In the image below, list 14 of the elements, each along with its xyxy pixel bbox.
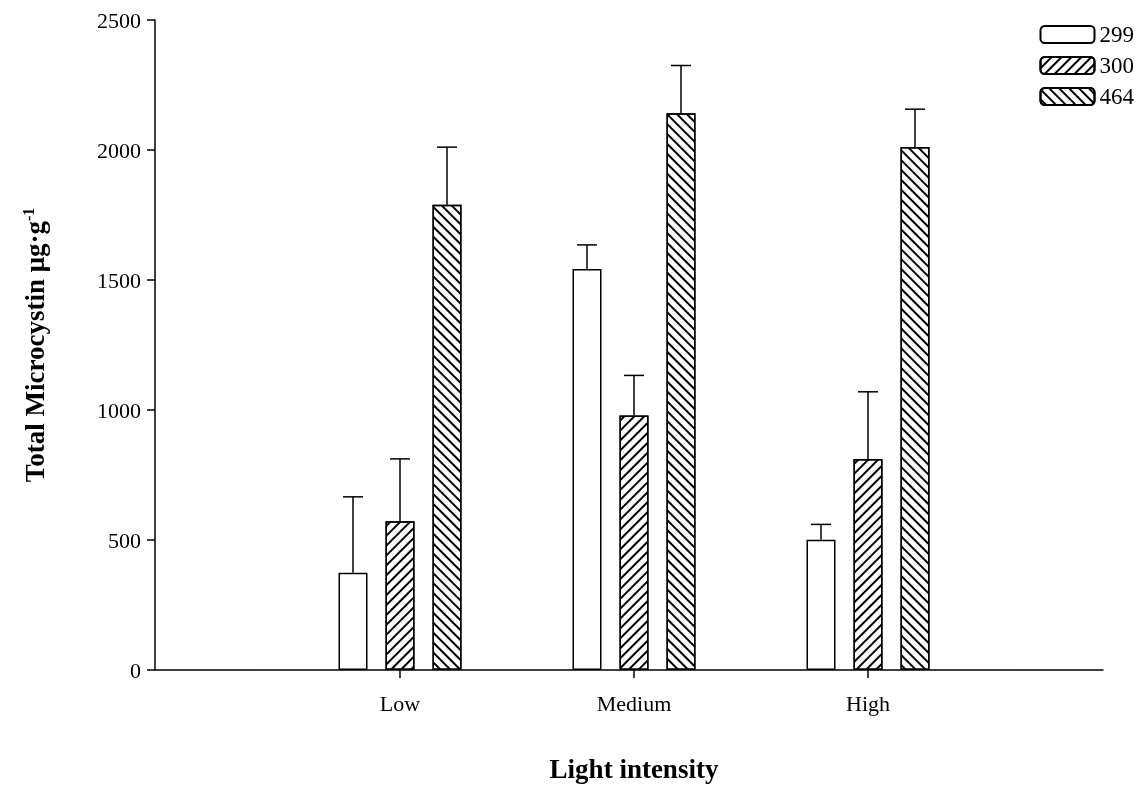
x-tick-label: High <box>846 690 890 716</box>
y-axis-title: Total Microcystin μg·g-1 <box>19 207 50 483</box>
x-axis-title: Light intensity <box>549 753 719 784</box>
legend-label: 299 <box>1099 22 1134 47</box>
x-tick-label: Medium <box>596 690 672 716</box>
y-tick-label: 1500 <box>97 267 141 293</box>
legend-label: 464 <box>1099 84 1135 109</box>
legend-label: 300 <box>1099 53 1134 78</box>
y-tick-label: 0 <box>130 657 141 683</box>
y-tick-label: 1000 <box>97 397 141 423</box>
y-tick-label: 500 <box>108 527 141 553</box>
y-tick-label: 2500 <box>97 7 141 33</box>
x-tick-label: Low <box>379 690 421 716</box>
y-tick-label: 2000 <box>97 137 141 163</box>
